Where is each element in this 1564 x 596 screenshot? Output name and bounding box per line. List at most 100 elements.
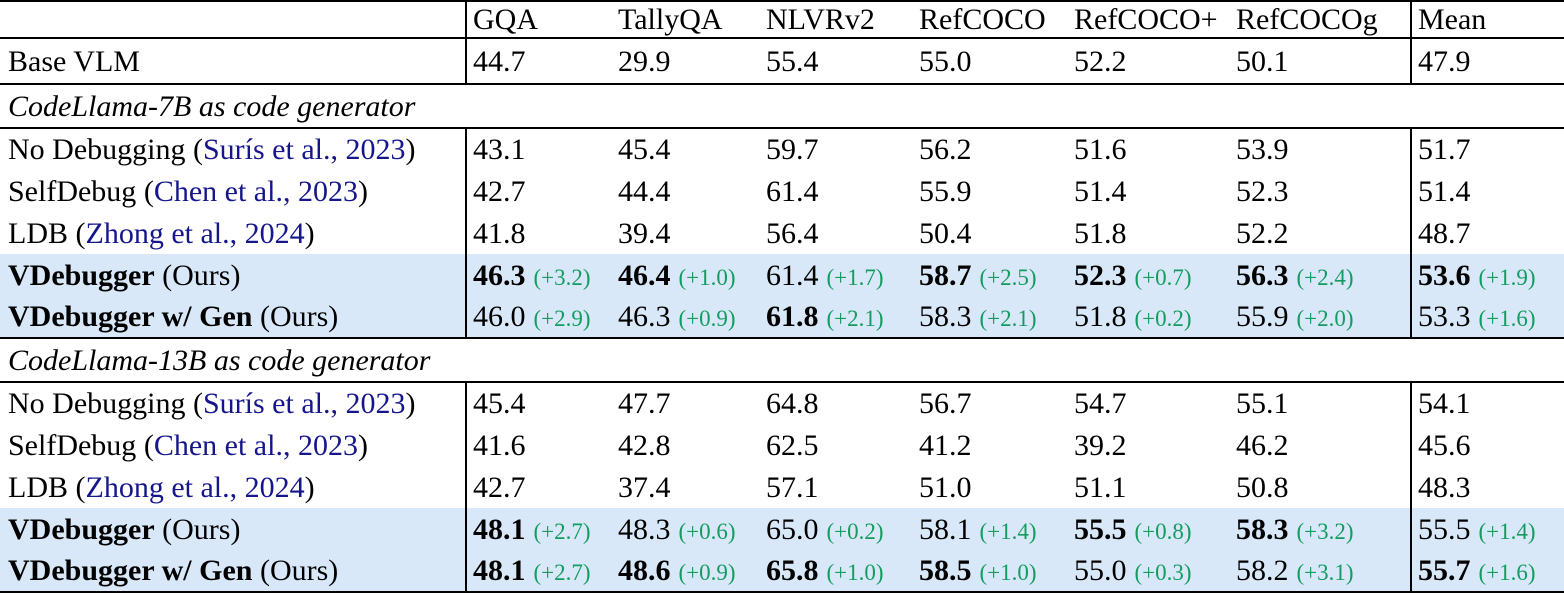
metric-cell: 48.1 (+2.7) [466,508,612,550]
metric-cell: 51.4 [1068,170,1230,212]
metric-value: 42.8 [618,428,671,462]
metric-value: 50.8 [1236,470,1289,504]
metric-cell: 53.9 [1230,128,1411,170]
metric-cell: 47.7 [612,382,760,424]
metric-value: 51.8 [1074,216,1127,250]
metric-cell: 46.2 [1230,424,1411,466]
column-header-refcocog: RefCOCOg [1230,0,1411,39]
metric-cell: 48.3 [1410,466,1564,508]
metric-value: 52.2 [1236,216,1289,250]
table-row: VDebugger (Ours) 46.3 (+3.2) 46.4 (+1.0) 61.4… [0,254,1564,296]
section-row: CodeLlama-13B as code generator [0,338,1564,383]
metric-cell: 50.4 [913,212,1068,254]
metric-value: 43.1 [473,133,526,166]
section-title: CodeLlama-7B as code generator [0,84,1564,129]
citation-link[interactable]: Zhong et al., 2024 [85,216,305,250]
metric-cell: 45.4 [466,382,612,424]
metric-value: 42.7 [473,174,526,208]
row-label-cell: VDebugger w/ Gen (Ours) [0,296,467,339]
delta-badge: (+1.0) [826,560,884,585]
metric-cell: 58.1 (+1.4) [913,508,1068,550]
delta-badge: (+2.1) [826,306,884,331]
metric-cell: 53.6 (+1.9) [1410,254,1564,296]
metric-cell: 46.3 (+0.9) [612,296,760,339]
metric-value: 46.2 [1236,428,1289,462]
metric-value: 46.3 [473,258,526,292]
metric-cell: 65.8 (+1.0) [760,550,913,593]
metric-cell: 51.4 [1410,170,1564,212]
metric-cell: 62.5 [760,424,913,466]
metric-cell: 56.4 [760,212,913,254]
metric-cell: 61.4 [760,170,913,212]
metric-value: 52.3 [1236,174,1289,208]
metric-cell: 57.1 [760,466,913,508]
metric-cell: 51.6 [1068,128,1230,170]
metric-cell: 55.1 [1230,382,1411,424]
table-row: No Debugging (Surís et al., 2023) 45.4 47.… [0,382,1564,424]
delta-badge: (+1.6) [1478,306,1536,331]
metric-cell: 55.4 [760,38,913,85]
metric-cell: 52.3 (+0.7) [1068,254,1230,296]
row-label-cell: SelfDebug (Chen et al., 2023) [0,424,467,466]
metric-cell: 55.5 (+0.8) [1068,508,1230,550]
delta-badge: (+1.4) [979,518,1037,544]
delta-badge: (+0.6) [678,518,736,544]
method-name: SelfDebug [8,174,137,208]
table-row: Base VLM 44.7 29.9 55.4 55.0 52.2 50.1 47.9 [0,38,1564,85]
method-name: VDebugger w/ Gen [8,554,253,587]
metric-value: 55.0 [1074,554,1127,587]
metric-value: 62.5 [766,428,819,462]
column-header-tallyqa: TallyQA [612,0,760,39]
metric-value: 58.3 [1236,512,1289,546]
metric-value: 41.8 [473,216,526,250]
citation-link[interactable]: Zhong et al., 2024 [85,470,305,504]
metric-value: 51.8 [1074,300,1127,333]
column-header-gqa: GQA [466,0,612,39]
citation-link[interactable]: Chen et al., 2023 [153,174,358,208]
metric-cell: 29.9 [612,38,760,85]
row-label-cell: LDB (Zhong et al., 2024) [0,212,467,254]
metric-value: 54.7 [1074,387,1127,420]
row-label-cell: No Debugging (Surís et al., 2023) [0,128,467,170]
delta-badge: (+3.2) [1296,518,1354,544]
delta-badge: (+1.0) [979,560,1037,585]
delta-badge: (+1.9) [1478,264,1536,290]
metric-cell: 56.7 [913,382,1068,424]
metric-cell: 39.4 [612,212,760,254]
row-label-cell: Base VLM [0,38,467,85]
metric-cell: 41.2 [913,424,1068,466]
table-row: VDebugger w/ Gen (Ours) 48.1 (+2.7) 48.6 (+0… [0,550,1564,593]
method-name: Base VLM [8,44,140,78]
row-label-cell: LDB (Zhong et al., 2024) [0,466,467,508]
metric-value: 59.7 [766,133,819,166]
metric-value: 44.4 [618,174,671,208]
metric-value: 61.4 [766,174,819,208]
metric-value: 53.9 [1236,133,1289,166]
row-label-cell: No Debugging (Surís et al., 2023) [0,382,467,424]
metric-cell: 50.8 [1230,466,1411,508]
table-row: LDB (Zhong et al., 2024) 41.8 39.4 56.4 50.4… [0,212,1564,254]
metric-value: 51.7 [1418,133,1471,166]
table-row: No Debugging (Surís et al., 2023) 43.1 45.… [0,128,1564,170]
metric-value: 54.1 [1418,387,1471,420]
metric-value: 52.2 [1074,44,1127,78]
metric-cell: 48.6 (+0.9) [612,550,760,593]
row-label-cell: VDebugger (Ours) [0,508,467,550]
table-row: VDebugger (Ours) 48.1 (+2.7) 48.3 (+0.6) 65.0… [0,508,1564,550]
citation-link[interactable]: Chen et al., 2023 [153,428,358,462]
metric-cell: 44.7 [466,38,612,85]
metric-value: 55.1 [1236,387,1289,420]
metric-cell: 51.8 (+0.2) [1068,296,1230,339]
citation-link[interactable]: Surís et al., 2023 [202,133,406,166]
delta-badge: (+1.6) [1478,560,1536,585]
metric-value: 48.7 [1418,216,1471,250]
metric-cell: 56.2 [913,128,1068,170]
delta-badge: (+2.0) [1296,306,1354,331]
delta-badge: (+2.5) [979,264,1037,290]
ours-tag: (Ours) [162,512,241,546]
column-header-model [0,0,467,39]
metric-value: 37.4 [618,470,671,504]
metric-value: 56.7 [919,387,972,420]
citation-link[interactable]: Surís et al., 2023 [202,387,406,420]
metric-cell: 59.7 [760,128,913,170]
